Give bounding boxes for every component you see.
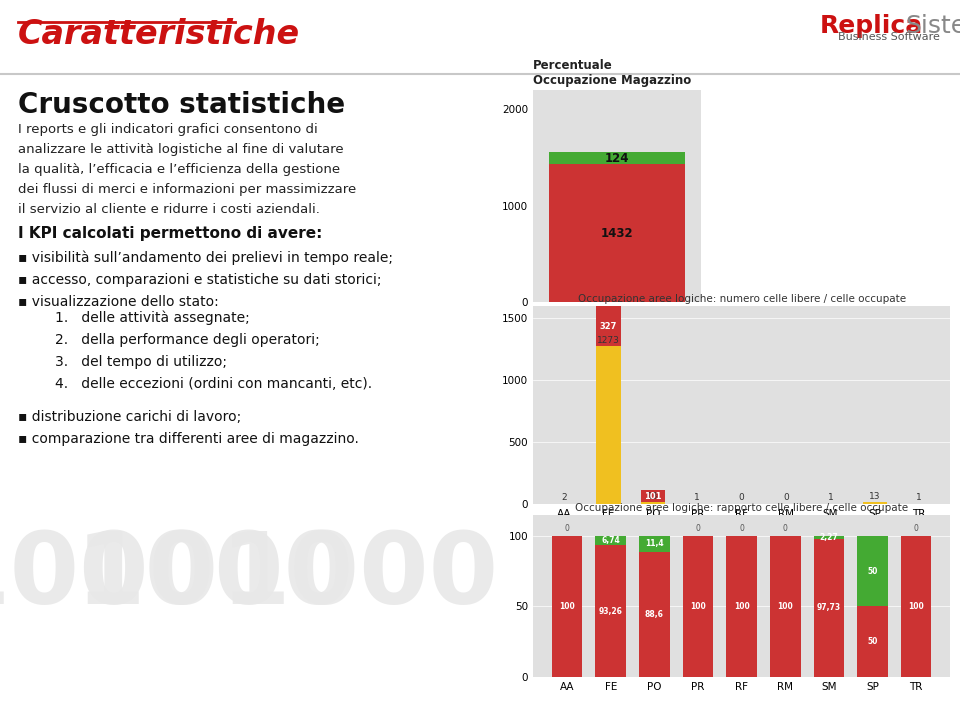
Text: analizzare le attività logistiche al fine di valutare: analizzare le attività logistiche al fin… xyxy=(18,143,344,156)
Text: 50: 50 xyxy=(867,567,877,576)
Text: 0: 0 xyxy=(914,524,919,533)
Bar xyxy=(548,152,685,164)
Text: 13: 13 xyxy=(869,492,880,500)
Bar xyxy=(596,306,620,346)
Title: Occupazione aree logiche: numero celle libere / celle occupate: Occupazione aree logiche: numero celle l… xyxy=(578,294,905,304)
Text: 0: 0 xyxy=(564,524,569,533)
Text: la qualità, l’efficacia e l’efficienza della gestione: la qualità, l’efficacia e l’efficienza d… xyxy=(18,163,340,176)
Text: 50: 50 xyxy=(867,637,877,646)
Text: ▪ visualizzazione dello stato:: ▪ visualizzazione dello stato: xyxy=(18,294,219,309)
Text: 11,4: 11,4 xyxy=(645,539,663,549)
Text: Percentuale
Occupazione Magazzino: Percentuale Occupazione Magazzino xyxy=(533,60,691,87)
Text: 2: 2 xyxy=(562,493,566,502)
Text: 100: 100 xyxy=(690,602,706,611)
Text: 1273: 1273 xyxy=(597,336,620,345)
Text: Cruscotto statistiche: Cruscotto statistiche xyxy=(18,91,346,119)
Text: Sistemi: Sistemi xyxy=(905,14,960,38)
Text: 88,6: 88,6 xyxy=(645,610,663,619)
Bar xyxy=(857,536,888,606)
Text: 0: 0 xyxy=(696,524,701,533)
Text: 97,73: 97,73 xyxy=(817,603,841,613)
Text: 100: 100 xyxy=(778,602,793,611)
Title: Occupazione aree logiche: rapporto celle libere / celle occupate: Occupazione aree logiche: rapporto celle… xyxy=(575,503,908,513)
Text: 13: 13 xyxy=(647,492,659,500)
Bar xyxy=(857,606,888,677)
Bar xyxy=(727,536,756,677)
Text: www.replica.it: www.replica.it xyxy=(30,691,165,709)
Text: Replica: Replica xyxy=(820,14,924,38)
Text: 2.   della performance degli operatori;: 2. della performance degli operatori; xyxy=(55,333,320,346)
Bar xyxy=(640,490,665,503)
Text: 0: 0 xyxy=(739,493,744,502)
Bar xyxy=(814,539,844,677)
Text: 1000: 1000 xyxy=(221,528,499,626)
Bar xyxy=(683,536,713,677)
Bar xyxy=(640,503,665,504)
Text: ▪ distribuzione carichi di lavoro;: ▪ distribuzione carichi di lavoro; xyxy=(18,410,241,425)
Text: 124: 124 xyxy=(605,152,629,165)
Text: Caratteristiche: Caratteristiche xyxy=(18,18,300,51)
Text: I reports e gli indicatori grafici consentono di: I reports e gli indicatori grafici conse… xyxy=(18,122,318,135)
Bar xyxy=(595,536,626,546)
Text: 1432: 1432 xyxy=(601,227,633,240)
Bar xyxy=(596,346,620,504)
Text: 1: 1 xyxy=(917,493,923,502)
Text: 93,26: 93,26 xyxy=(599,607,623,616)
Polygon shape xyxy=(310,680,340,720)
Text: 2,27: 2,27 xyxy=(820,533,838,542)
Polygon shape xyxy=(420,680,450,720)
Bar xyxy=(639,536,670,552)
Text: 6,74: 6,74 xyxy=(601,536,620,545)
Bar xyxy=(552,536,583,677)
Text: 100: 100 xyxy=(908,602,924,611)
Text: il servizio al cliente e ridurre i costi aziendali.: il servizio al cliente e ridurre i costi… xyxy=(18,202,320,215)
Text: 1: 1 xyxy=(694,493,700,502)
Text: 100: 100 xyxy=(559,602,575,611)
Polygon shape xyxy=(355,680,385,720)
Text: Business Software: Business Software xyxy=(838,32,940,42)
Text: dei flussi di merci e informazioni per massimizzare: dei flussi di merci e informazioni per m… xyxy=(18,183,356,196)
Text: 0: 0 xyxy=(782,524,787,533)
Bar xyxy=(770,536,801,677)
Text: 4.   delle eccezioni (ordini con mancanti, etc).: 4. delle eccezioni (ordini con mancanti,… xyxy=(55,377,372,390)
Bar xyxy=(548,164,685,302)
Polygon shape xyxy=(530,680,560,720)
Text: ▪ visibilità sull’andamento dei prelievi in tempo reale;: ▪ visibilità sull’andamento dei prelievi… xyxy=(18,251,393,265)
Text: 3.   del tempo di utilizzo;: 3. del tempo di utilizzo; xyxy=(55,354,227,369)
Bar xyxy=(639,552,670,677)
Bar xyxy=(900,536,931,677)
Text: I KPI calcolati permettono di avere:: I KPI calcolati permettono di avere: xyxy=(18,225,323,240)
Text: ▪ comparazione tra differenti aree di magazzino.: ▪ comparazione tra differenti aree di ma… xyxy=(18,433,359,446)
Bar xyxy=(595,546,626,677)
Text: 0: 0 xyxy=(783,493,789,502)
Bar xyxy=(863,503,887,504)
Text: ▪ accesso, comparazioni e statistiche su dati storici;: ▪ accesso, comparazioni e statistiche su… xyxy=(18,273,381,287)
Text: 0: 0 xyxy=(739,524,744,533)
Polygon shape xyxy=(575,680,605,720)
Text: 101: 101 xyxy=(644,492,661,500)
Text: 1000: 1000 xyxy=(76,528,354,626)
Text: 100: 100 xyxy=(733,602,750,611)
Text: 327: 327 xyxy=(600,322,617,330)
Text: 1000: 1000 xyxy=(0,528,219,626)
Bar xyxy=(814,536,844,539)
Text: 1.   delle attività assegnate;: 1. delle attività assegnate; xyxy=(55,310,250,325)
Text: 1: 1 xyxy=(828,493,833,502)
Polygon shape xyxy=(465,680,495,720)
